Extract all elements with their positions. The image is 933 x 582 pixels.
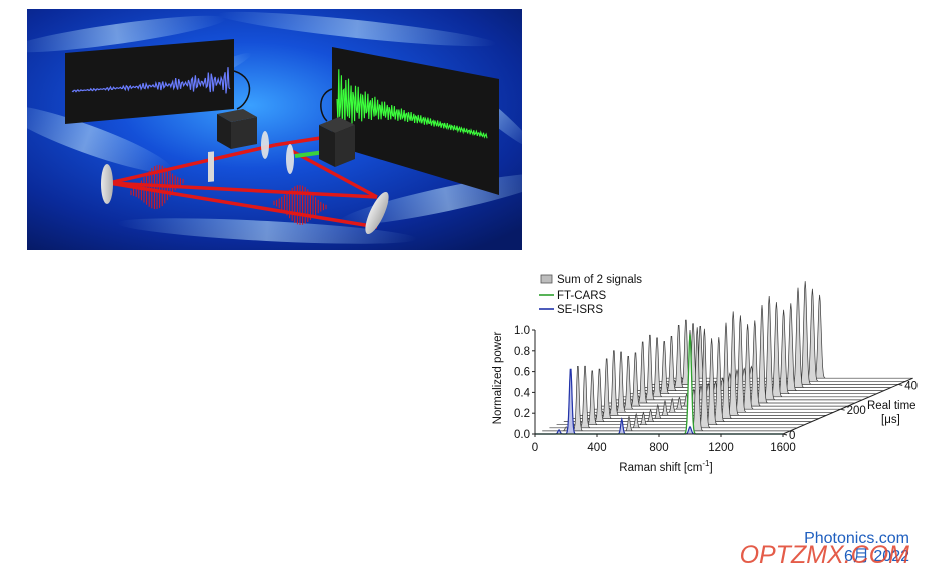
- y-tick-label: 0.4: [514, 387, 531, 399]
- legend-label-ft-cars: FT-CARS: [557, 290, 607, 302]
- legend-label-sum: Sum of 2 signals: [557, 274, 642, 286]
- z-tick: [840, 408, 845, 411]
- x-axis-label: Raman shift [cm-1]: [619, 459, 712, 474]
- spectrum-frame: [556, 338, 805, 426]
- x-axis-label-superscript: -1: [702, 459, 710, 468]
- filter-optic-1: [261, 131, 269, 159]
- z-axis-line: [782, 377, 913, 435]
- right-mirror: [365, 191, 389, 235]
- right-oscilloscope-screen: [332, 47, 499, 195]
- z-tick-label: 200: [847, 405, 866, 417]
- sum-signal-trace: [556, 338, 805, 426]
- z-tick: [898, 383, 903, 386]
- right-detector: [319, 117, 355, 167]
- left-oscilloscope-screen: [65, 39, 234, 124]
- image-credit: Photonics.com 6月 2022: [804, 530, 909, 566]
- y-tick-label: 0.6: [514, 367, 530, 379]
- x-tick-label: 0: [532, 442, 538, 454]
- left-detector-cable: [233, 70, 251, 110]
- z-tick-label: 0: [789, 430, 795, 442]
- y-tick-label: 0.0: [514, 429, 530, 441]
- z-tick-label: 400: [904, 380, 918, 392]
- z-tick: [782, 433, 788, 436]
- credit-date: 6月 2022: [844, 548, 909, 565]
- x-tick-label: 400: [587, 442, 606, 454]
- sum-signal-trace: [542, 327, 791, 432]
- z-axis-label-line1: Real time: [867, 400, 916, 412]
- z-axis-label-line2: [μs]: [881, 414, 900, 426]
- beam-splitter-plate: [208, 151, 214, 182]
- legend-swatch-sum: [540, 274, 553, 284]
- x-tick-label: 1200: [708, 442, 734, 454]
- spectrum-frame: [549, 328, 798, 429]
- watermark: OPTZMX.COM: [739, 541, 909, 569]
- x-tick-label: 1600: [770, 442, 796, 454]
- y-tick-label: 0.8: [514, 346, 530, 358]
- right-detector-cable: [320, 88, 333, 122]
- filter-optic-2: [286, 144, 294, 174]
- waterfall-chart: 0 400 800 1200 1600 0.0 0.2 0.4 0.6 0.8 1.0 0 200 400…: [492, 274, 918, 474]
- y-tick-label: 1.0: [514, 325, 530, 337]
- credit-source: Photonics.com: [804, 530, 909, 547]
- left-screen-trace: [71, 67, 231, 94]
- left-mirror: [101, 164, 113, 204]
- chart-axes: 0 400 800 1200 1600 0.0 0.2 0.4 0.6 0.8 1.0 0 200 400: [514, 325, 918, 454]
- left-detector: [217, 109, 257, 149]
- right-screen-trace: [336, 69, 488, 139]
- y-tick-label: 0.2: [514, 408, 530, 420]
- pulse-train-left: [130, 164, 184, 210]
- x-tick-label: 800: [649, 442, 668, 454]
- y-axis-label: Normalized power: [492, 331, 504, 424]
- sum-signal-trace: [549, 328, 798, 429]
- pulse-train-right: [273, 185, 327, 225]
- experiment-illustration: [27, 9, 522, 250]
- chart-legend: Sum of 2 signals FT-CARS SE-ISRS: [539, 274, 642, 316]
- laser-beam-path: [108, 135, 378, 229]
- legend-label-se-isrs: SE-ISRS: [557, 304, 603, 316]
- spectrum-frame: [542, 327, 791, 432]
